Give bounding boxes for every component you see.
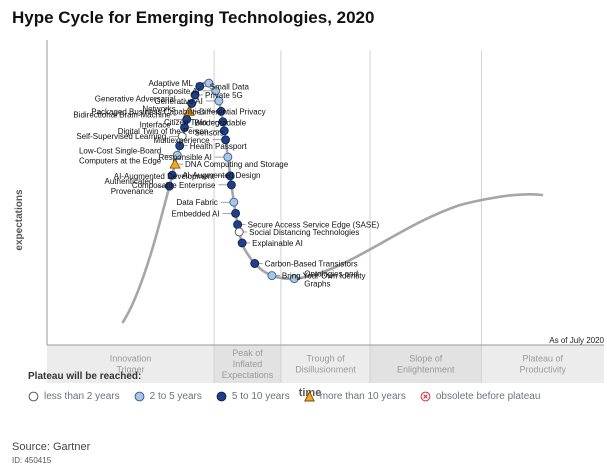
label-packaged-business-capabilities: Packaged Business Capabilities bbox=[91, 107, 205, 116]
legend-label-2to5: 2 to 5 years bbox=[149, 391, 202, 402]
legend-item-more-than-10-years: more than 10 years bbox=[303, 391, 406, 402]
label-generative-adversarial-networks: Generative Adversarial Networks bbox=[95, 94, 176, 113]
label-secure-access-service-edge-sase: Secure Access Service Edge (SASE) bbox=[248, 221, 380, 230]
label-citizen-twin: Citizen Twin bbox=[164, 118, 207, 127]
label-embedded-ai: Embedded AI bbox=[172, 209, 220, 218]
phase-label: Peak of bbox=[232, 348, 263, 358]
marker-citizen-twin bbox=[218, 117, 228, 127]
label-ai-augmented-design: AI-Augmented Design bbox=[182, 171, 260, 180]
marker-digital-twin-of-the-person bbox=[219, 126, 229, 136]
label-generative-ai: Generative AI bbox=[154, 97, 202, 106]
marker-explainable-ai bbox=[237, 238, 247, 248]
label-data-fabric: Data Fabric bbox=[176, 198, 217, 207]
phase-band-plateau-of-productivity bbox=[481, 345, 604, 383]
phase-label: Inflated bbox=[233, 359, 263, 369]
label-bidirectional-brain-machine-interface: Bidirectional Brain-Machine Interface bbox=[73, 110, 171, 129]
legend-symbol-lt2 bbox=[28, 391, 39, 402]
marker-generative-ai bbox=[214, 96, 224, 106]
legend-label-lt2: less than 2 years bbox=[44, 391, 120, 402]
marker-adaptive-ml bbox=[204, 78, 214, 88]
marker-ontologies-and-graphs bbox=[289, 274, 299, 284]
marker-bring-your-own-identity bbox=[267, 271, 277, 281]
legend-symbol-obsolete bbox=[420, 391, 431, 402]
phase-label: Slope of bbox=[409, 354, 443, 364]
source-note: Source: Gartner bbox=[12, 441, 91, 453]
phase-label: Innovation bbox=[110, 354, 152, 364]
label-social-distancing-technologies: Social Distancing Technologies bbox=[249, 228, 359, 237]
phase-label: Plateau of bbox=[522, 354, 563, 364]
marker-differential-privacy bbox=[183, 105, 195, 116]
legend-label-gt10: more than 10 years bbox=[319, 391, 406, 402]
phase-band-innovation-trigger bbox=[47, 345, 215, 383]
legend-symbol-5to10 bbox=[216, 391, 227, 402]
marker-ai-augmented-development bbox=[225, 171, 235, 181]
label-composite-ai: Composite AI bbox=[152, 87, 200, 96]
marker-health-passport bbox=[175, 141, 185, 151]
y-axis-label: expectations bbox=[14, 189, 25, 251]
label-explainable-ai: Explainable AI bbox=[252, 239, 303, 248]
marker-carbon-based-transistors bbox=[250, 259, 260, 268]
phase-band-trough-of-disillusionment bbox=[280, 345, 371, 383]
phase-label: Productivity bbox=[519, 365, 566, 375]
marker-embedded-ai bbox=[231, 208, 241, 218]
label-differential-privacy: Differential Privacy bbox=[199, 107, 266, 116]
marker-composite-ai bbox=[211, 86, 221, 96]
label-self-supervised-learning: Self-Supervised Learning bbox=[76, 132, 166, 141]
legend: Plateau will be reached: less than 2 yea… bbox=[28, 371, 554, 402]
marker-biodegradable-sensors bbox=[180, 122, 189, 132]
label-biodegradable-sensors: Biodegradable Sensors bbox=[195, 118, 247, 137]
marker-responsible-ai bbox=[223, 152, 233, 162]
marker-social-distancing-technologies bbox=[234, 227, 244, 237]
legend-items: less than 2 years 2 to 5 years 5 to 10 yea… bbox=[28, 391, 554, 402]
marker-self-supervised-learning bbox=[177, 131, 187, 141]
legend-symbol-gt10 bbox=[303, 391, 315, 402]
phase-label: Disillusionment bbox=[295, 365, 356, 375]
marker-composable-enterprise bbox=[226, 180, 236, 190]
label-composable-enterprise: Composable Enterprise bbox=[132, 181, 216, 190]
label-ai-augmented-development: AI-Augmented Development bbox=[114, 172, 215, 181]
legend-label-obsolete: obsolete before plateau bbox=[435, 391, 541, 402]
label-health-passport: Health Passport bbox=[190, 142, 248, 151]
legend-label-5to10: 5 to 10 years bbox=[231, 391, 290, 402]
marker-small-data bbox=[195, 81, 205, 91]
marker-private-5g bbox=[190, 90, 200, 100]
marker-multiexperience bbox=[221, 135, 231, 145]
legend-title: Plateau will be reached: bbox=[28, 371, 142, 382]
label-multiexperience: Multiexperience bbox=[154, 136, 211, 145]
marker-ai-augmented-design bbox=[167, 170, 177, 180]
phase-label: Enlightenment bbox=[397, 365, 455, 375]
legend-symbol-2to5 bbox=[134, 391, 145, 402]
marker-generative-adversarial-networks bbox=[187, 99, 197, 108]
marker-packaged-business-capabilities bbox=[216, 106, 226, 116]
phase-label: Trough of bbox=[306, 354, 345, 364]
label-bring-your-own-identity: Bring Your Own Identity bbox=[282, 272, 366, 281]
marker-authenticated-provenance bbox=[164, 181, 174, 191]
legend-item-2-to-5-years: 2 to 5 years bbox=[134, 391, 202, 402]
phase-label: Expectations bbox=[222, 370, 274, 380]
marker-dna-computing-and-storage bbox=[169, 158, 181, 169]
label-low-cost-single-board-computers-at-the-edge: Low-Cost Single-Board Computers at the Ed… bbox=[79, 146, 162, 165]
phase-label: Trigger bbox=[116, 365, 144, 375]
label-adaptive-ml: Adaptive ML bbox=[148, 79, 193, 88]
marker-secure-access-service-edge-sase bbox=[233, 220, 243, 230]
marker-low-cost-single-board-computers-at-the-edge bbox=[172, 150, 182, 160]
document-id: ID: 450415 bbox=[12, 456, 52, 465]
label-digital-twin-of-the-person: Digital Twin of the Person bbox=[118, 127, 209, 136]
label-ontologies-and-graphs: Ontologies and Graphs bbox=[304, 270, 358, 289]
chart-title: Hype Cycle for Emerging Technologies, 20… bbox=[12, 8, 375, 27]
label-dna-computing-and-storage: DNA Computing and Storage bbox=[185, 160, 289, 169]
label-responsible-ai: Responsible AI bbox=[158, 153, 211, 162]
label-authenticated-provenance: Authenticated Provenance bbox=[104, 177, 153, 196]
as-of-note: As of July 2020 bbox=[549, 336, 604, 345]
label-private-5g: Private 5G bbox=[205, 91, 243, 100]
phase-band-peak-of-inflated-expectations bbox=[214, 345, 281, 383]
legend-item-less-than-2-years: less than 2 years bbox=[28, 391, 120, 402]
legend-item-5-to-10-years: 5 to 10 years bbox=[216, 391, 290, 402]
legend-item-obsolete-before-plateau: obsolete before plateau bbox=[420, 391, 541, 402]
phase-band-slope-of-enlightenment bbox=[370, 345, 482, 383]
marker-data-fabric bbox=[229, 197, 239, 207]
label-carbon-based-transistors: Carbon-Based Transistors bbox=[265, 259, 358, 268]
label-small-data: Small Data bbox=[210, 82, 250, 91]
